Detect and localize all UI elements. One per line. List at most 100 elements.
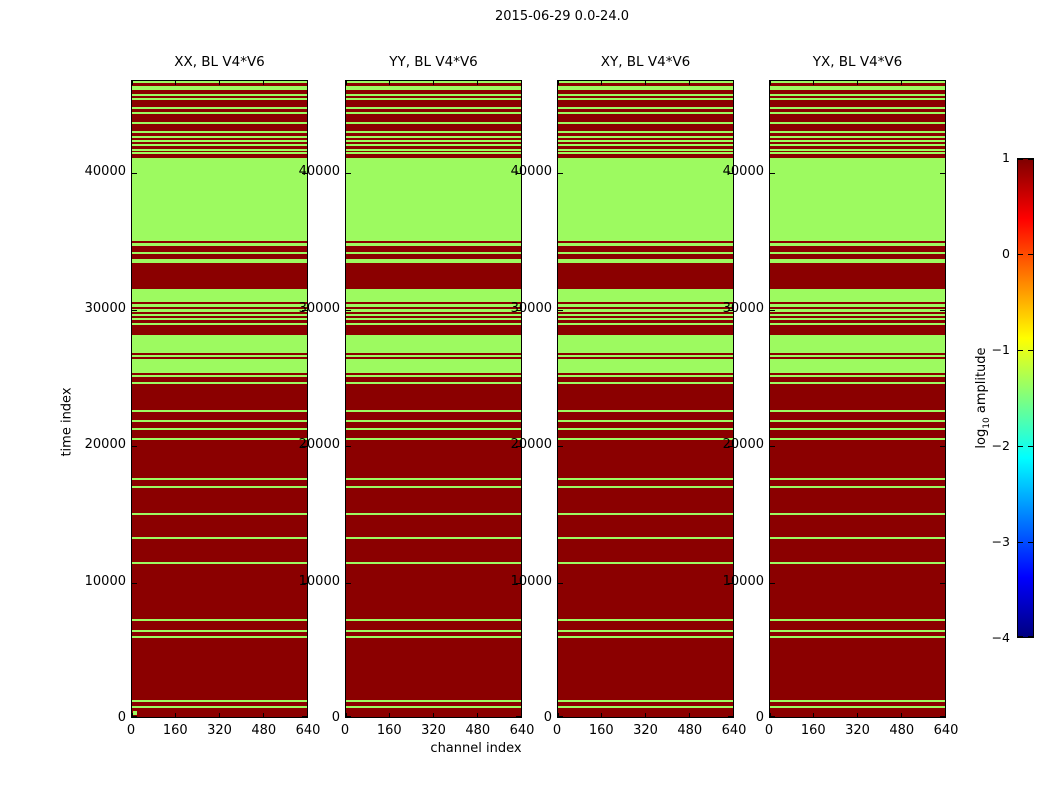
heatmap-band — [132, 85, 307, 90]
x-tick-mark — [770, 81, 771, 85]
heatmap-band — [770, 151, 945, 154]
heatmap-band — [770, 437, 945, 440]
y-tick-label: 30000 — [722, 300, 764, 316]
heatmap-band — [770, 252, 945, 255]
heatmap-band — [770, 113, 945, 122]
colorbar-tick-mark — [1028, 159, 1033, 160]
heatmap-band — [346, 246, 521, 253]
x-tick-mark — [306, 81, 307, 85]
heatmap-band — [132, 263, 307, 290]
heatmap-band — [132, 359, 307, 374]
heatmap-band — [558, 121, 733, 124]
heatmap-band — [558, 702, 733, 707]
heatmap-band — [770, 421, 945, 428]
heatmap-band — [770, 99, 945, 107]
heatmap-band — [558, 419, 733, 422]
x-tick-mark — [175, 81, 177, 85]
y-tick-mark — [940, 582, 945, 584]
heatmap-band — [558, 421, 733, 428]
heatmap-band — [132, 97, 307, 100]
heatmap-band — [132, 95, 307, 98]
heatmap-band — [770, 353, 945, 356]
heatmap-band — [346, 123, 521, 131]
heatmap-band — [770, 148, 945, 151]
panel-title: YX, BL V4*V6 — [812, 54, 903, 70]
heatmap-band — [132, 123, 307, 131]
heatmap-band — [132, 312, 307, 315]
x-tick-label: 320 — [633, 723, 658, 738]
heatmap-band — [132, 538, 307, 563]
heatmap-band — [346, 429, 521, 438]
heatmap-band — [558, 632, 733, 637]
heatmap-band — [770, 512, 945, 515]
heatmap-band — [132, 536, 307, 539]
heatmap-band — [770, 636, 945, 639]
heatmap-band — [346, 536, 521, 539]
heatmap-band — [558, 150, 733, 152]
heatmap-band — [346, 302, 521, 305]
colorbar-tick-mark — [1028, 254, 1033, 255]
y-tick-label: 30000 — [298, 300, 340, 316]
heatmap-band — [558, 302, 733, 305]
heatmap-band — [558, 137, 733, 140]
heatmap-band — [558, 487, 733, 513]
y-tick-label: 40000 — [722, 164, 764, 179]
x-tick-mark — [306, 713, 307, 717]
colorbar-label-post: amplitude — [974, 347, 990, 418]
heatmap-band — [132, 323, 307, 326]
y-tick-label: 30000 — [84, 300, 126, 316]
heatmap-band — [558, 373, 733, 376]
y-tick-label: 20000 — [298, 437, 340, 452]
heatmap-panel-yy — [345, 80, 522, 718]
heatmap-band — [558, 477, 733, 480]
heatmap-band — [132, 373, 307, 376]
heatmap-band — [346, 706, 521, 709]
heatmap-band — [346, 487, 521, 513]
y-tick-label: 10000 — [298, 573, 340, 589]
heatmap-band — [558, 97, 733, 100]
heatmap-band — [346, 150, 521, 152]
y-tick-mark — [516, 173, 521, 174]
x-tick-mark — [601, 713, 603, 717]
heatmap-band — [558, 259, 733, 264]
heatmap-band — [558, 359, 733, 374]
heatmap-band — [132, 638, 307, 701]
heatmap-band — [132, 702, 307, 707]
heatmap-band — [346, 139, 521, 142]
y-tick-mark — [516, 582, 521, 584]
y-tick-mark — [302, 582, 307, 584]
heatmap-band — [770, 95, 945, 98]
heatmap-band — [132, 304, 307, 308]
heatmap-band — [132, 421, 307, 428]
colorbar-tick-label: −2 — [991, 438, 1010, 453]
heatmap-band — [558, 132, 733, 136]
y-tick-mark — [132, 446, 137, 447]
x-tick-mark — [262, 81, 264, 85]
x-tick-mark — [476, 713, 478, 717]
heatmap-band — [558, 512, 733, 515]
y-tick-mark — [558, 309, 563, 311]
y-tick-label: 0 — [755, 710, 764, 725]
heatmap-band — [770, 139, 945, 142]
x-tick-mark — [175, 713, 177, 717]
heatmap-band — [558, 99, 733, 107]
heatmap-band — [346, 708, 521, 717]
heatmap-band — [558, 621, 733, 631]
heatmap-band — [770, 111, 945, 114]
heatmap-band — [346, 377, 521, 383]
heatmap-band — [558, 312, 733, 315]
x-tick-mark — [688, 713, 690, 717]
heatmap-band — [346, 99, 521, 107]
heatmap-band — [558, 382, 733, 385]
heatmap-band — [132, 145, 307, 149]
heatmap-band — [346, 141, 521, 144]
x-tick-mark — [732, 81, 733, 85]
corner-data-marker — [133, 711, 137, 715]
heatmap-band — [558, 95, 733, 98]
heatmap-band — [132, 153, 307, 158]
y-tick-mark — [132, 582, 137, 584]
heatmap-band — [770, 382, 945, 385]
heatmap-band — [770, 153, 945, 158]
heatmap-band — [346, 621, 521, 631]
x-tick-mark — [813, 713, 815, 717]
